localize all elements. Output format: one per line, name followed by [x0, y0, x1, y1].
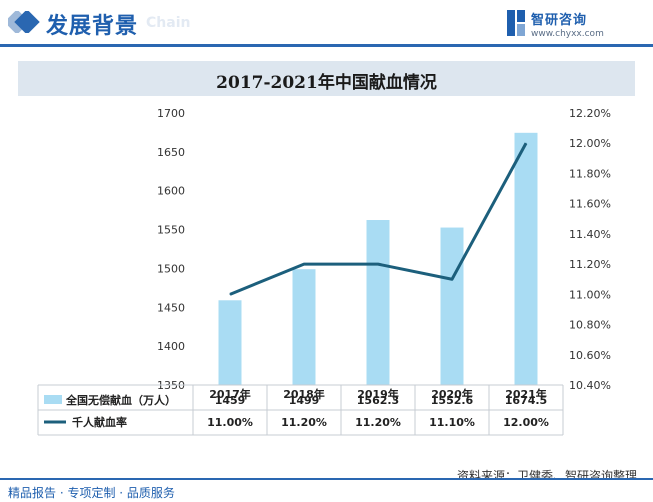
chart-title-box: 2017-2021年中国献血情况: [18, 61, 635, 96]
data-label: 12.00%: [503, 416, 549, 429]
y-left-tick-label: 1400: [157, 340, 185, 353]
data-label: 11.20%: [355, 416, 401, 429]
line-point: [377, 263, 379, 265]
footer-text: 精品报告 · 专项定制 · 品质服务: [8, 486, 175, 500]
brand-name: 智研咨询: [531, 13, 588, 28]
data-label: 1459: [215, 394, 246, 407]
bar: [514, 132, 538, 385]
brand-url: www.chyxx.com: [531, 29, 604, 39]
line-point: [451, 278, 453, 280]
section-title: 发展背景: [46, 14, 139, 39]
footer-bar: 精品报告 · 专项定制 · 品质服务: [0, 478, 653, 502]
legend-bar-label: 全国无偿献血（万人）: [65, 393, 176, 407]
data-label: 1552.6: [431, 394, 474, 407]
y-left-tick-label: 1700: [157, 107, 185, 120]
y-right-tick-label: 10.80%: [569, 319, 611, 332]
data-label: 11.00%: [207, 416, 253, 429]
y-right-tick-label: 11.60%: [569, 198, 611, 211]
x-tick-label: 2018年: [283, 387, 325, 401]
y-right-tick-label: 11.80%: [569, 167, 611, 180]
brand-logo: 智研咨询 www.chyxx.com: [505, 8, 625, 44]
y-left-tick-label: 1550: [157, 224, 185, 237]
y-left-tick-label: 1450: [157, 301, 185, 314]
bar: [366, 220, 390, 385]
bar: [292, 269, 316, 385]
y-right-tick-label: 11.20%: [569, 258, 611, 271]
header-chevron-icon: [8, 11, 40, 33]
y-right-tick-label: 12.00%: [569, 137, 611, 150]
y-left-tick-label: 1650: [157, 146, 185, 159]
y-right-tick-label: 10.60%: [569, 349, 611, 362]
line-point: [229, 293, 231, 295]
legend-bar-swatch: [44, 395, 62, 404]
line-point: [303, 263, 305, 265]
line-point: [525, 142, 527, 144]
legend-line-label: 千人献血率: [72, 415, 127, 429]
y-right-tick-label: 11.40%: [569, 228, 611, 241]
bar: [218, 300, 242, 385]
data-label: 1674.5: [505, 394, 547, 407]
page-header: 发展背景 Chain 智研咨询 www.chyxx.com: [0, 0, 653, 44]
header-divider: [0, 44, 653, 47]
section-subtitle: Chain: [146, 15, 191, 31]
y-left-tick-label: 1500: [157, 262, 185, 275]
x-tick-label: 2020年: [431, 387, 473, 401]
x-tick-label: 2017年: [209, 387, 251, 401]
y-right-tick-label: 11.00%: [569, 288, 611, 301]
bar: [440, 227, 464, 385]
data-label: 1562.3: [357, 394, 399, 407]
brand-logo-icon: [507, 10, 525, 36]
chart: 1350140014501500155016001650170010.40%10…: [37, 107, 611, 436]
data-label: 11.20%: [281, 416, 327, 429]
data-label: 11.10%: [429, 416, 475, 429]
x-tick-label: 2021年: [505, 387, 547, 401]
data-label: 1499: [289, 394, 320, 407]
y-right-tick-label: 12.20%: [569, 107, 611, 120]
chart-title: 2017-2021年中国献血情况: [216, 73, 437, 93]
y-left-tick-label: 1600: [157, 185, 185, 198]
y-right-tick-label: 10.40%: [569, 379, 611, 392]
x-tick-label: 2019年: [357, 387, 399, 401]
